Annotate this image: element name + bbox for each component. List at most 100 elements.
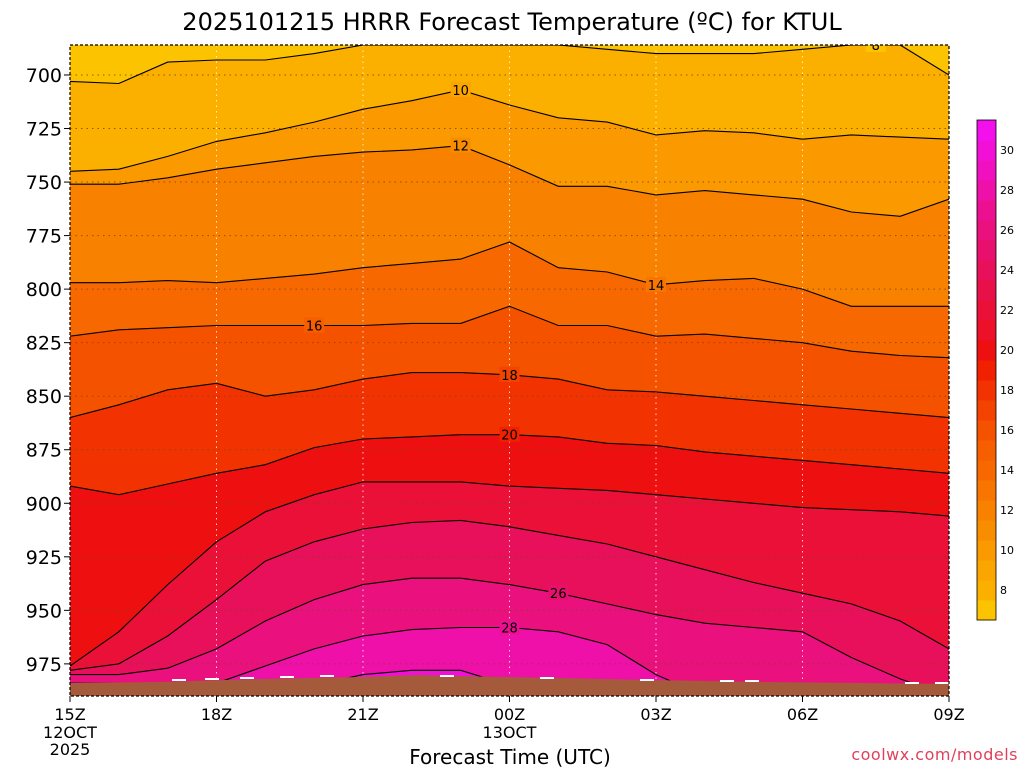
colorbar-segment: [977, 220, 996, 241]
isotherm-label: 20: [501, 429, 518, 444]
x-axis-label: Forecast Time (UTC): [409, 745, 611, 768]
x-tick-sublabel: 2025: [50, 740, 91, 759]
y-tick-label: 825: [26, 333, 62, 355]
colorbar-segment: [977, 500, 996, 521]
y-tick-label: 775: [26, 226, 62, 248]
colorbar-segment: [977, 560, 996, 581]
colorbar-label: 30: [1000, 144, 1014, 157]
isotherm-line: [70, 305, 949, 359]
colorbar-segment: [977, 440, 996, 461]
y-tick-label: 750: [26, 172, 62, 194]
colorbar-label: 24: [1000, 264, 1014, 277]
colorbar-segment: [977, 120, 996, 141]
surface-marker: [320, 675, 334, 677]
isotherm-line: [70, 241, 949, 307]
y-tick-label: 975: [26, 654, 62, 676]
isotherm-label: 28: [501, 621, 518, 636]
isotherm-label-bg: [548, 585, 569, 601]
surface-marker: [440, 675, 454, 677]
surface-marker: [540, 677, 554, 679]
colorbar-label: 20: [1000, 344, 1014, 357]
isotherm-label-bg: [499, 619, 520, 635]
y-tick-label: 850: [26, 386, 62, 408]
x-tick-label: 15Z: [54, 705, 85, 724]
isotherm-label: 14: [648, 279, 665, 294]
colorbar-segment: [977, 400, 996, 421]
colorbar-segment: [977, 420, 996, 441]
isotherm-label-bg: [499, 426, 520, 442]
isotherm-label-bg: [450, 81, 471, 97]
surface-terrain: [70, 675, 949, 696]
isotherm-label-bg: [646, 276, 666, 292]
colorbar-segment: [977, 180, 996, 201]
colorbar-frame: [976, 119, 997, 621]
colorbar-segment: [977, 540, 996, 561]
y-tick-label: 875: [26, 440, 62, 462]
colorbar-label: 26: [1000, 224, 1014, 237]
colorbar-segment: [977, 480, 996, 501]
colorbar-segment: [977, 300, 996, 321]
y-tick-label: 950: [26, 600, 62, 622]
x-tick-label: 03Z: [640, 705, 671, 724]
isotherm-line: [70, 481, 949, 667]
isotherm-label-bg: [450, 137, 471, 153]
y-tick-label: 725: [26, 119, 62, 141]
colorbar-segment: [977, 380, 996, 401]
isotherm-label-bg: [499, 366, 520, 382]
colorbar-segment: [977, 200, 996, 221]
isotherm-label-bg: [304, 317, 325, 333]
colorbar-label: 18: [1000, 384, 1014, 397]
isotherm-label: 12: [452, 140, 469, 155]
colorbar-label: 28: [1000, 184, 1014, 197]
y-tick-label: 900: [26, 493, 62, 515]
x-tick-label: 18Z: [201, 705, 232, 724]
y-tick-label: 925: [26, 547, 62, 569]
isotherm-label: 18: [501, 369, 518, 384]
colorbar-segment: [977, 280, 996, 301]
isotherm-line: [70, 519, 949, 671]
colorbar-segment: [977, 520, 996, 541]
x-tick-label: 00Z: [494, 705, 525, 724]
colorbar-label: 10: [1000, 544, 1014, 557]
colorbar-label: 8: [1000, 584, 1007, 597]
surface-layer: [70, 675, 949, 696]
y-axis: 700 725 750 775 800 825 850 875 900 925 950 975: [26, 65, 70, 676]
colorbar-segment: [977, 260, 996, 281]
colorbar-segment: [977, 580, 996, 601]
surface-marker: [935, 682, 949, 684]
x-tick-label: 21Z: [347, 705, 378, 724]
colorbar-label: 22: [1000, 304, 1014, 317]
isotherm-label-bg: [865, 45, 886, 52]
colorbar-segment: [977, 340, 996, 361]
surface-marker: [240, 677, 254, 679]
isotherm-label: 26: [550, 587, 567, 602]
isotherm-line: [70, 45, 949, 85]
colorbar-segment: [977, 160, 996, 181]
isotherm-line: [70, 145, 949, 217]
colorbar-segment: [977, 240, 996, 261]
y-tick-label: 700: [26, 65, 62, 87]
surface-marker: [720, 680, 734, 682]
surface-marker: [905, 682, 919, 684]
chart-title: 2025101215 HRRR Forecast Temperature (ºC…: [182, 8, 842, 36]
colorbar-label: 12: [1000, 504, 1014, 517]
colorbar-label: 14: [1000, 464, 1014, 477]
surface-marker: [745, 680, 759, 682]
colorbar-segment: [977, 360, 996, 381]
isotherm-line: [70, 89, 949, 172]
surface-marker: [205, 678, 219, 680]
colorbar-segment: [977, 140, 996, 161]
isotherm-label: 16: [306, 320, 323, 335]
colorbar-segment: [977, 460, 996, 481]
x-tick-sublabel: 12OCT: [43, 723, 97, 742]
x-tick-label: 06Z: [787, 705, 818, 724]
y-tick-label: 800: [26, 279, 62, 301]
isotherm-line: [70, 577, 949, 696]
colorbar-label: 16: [1000, 424, 1014, 437]
surface-marker: [172, 679, 186, 681]
isotherm-label: 10: [452, 84, 469, 99]
surface-marker: [640, 679, 654, 681]
x-tick-label: 09Z: [933, 705, 964, 724]
